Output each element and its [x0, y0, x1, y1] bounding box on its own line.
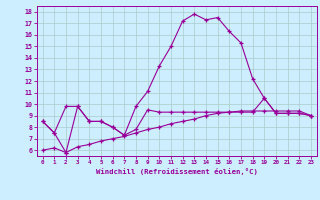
X-axis label: Windchill (Refroidissement éolien,°C): Windchill (Refroidissement éolien,°C)	[96, 168, 258, 175]
